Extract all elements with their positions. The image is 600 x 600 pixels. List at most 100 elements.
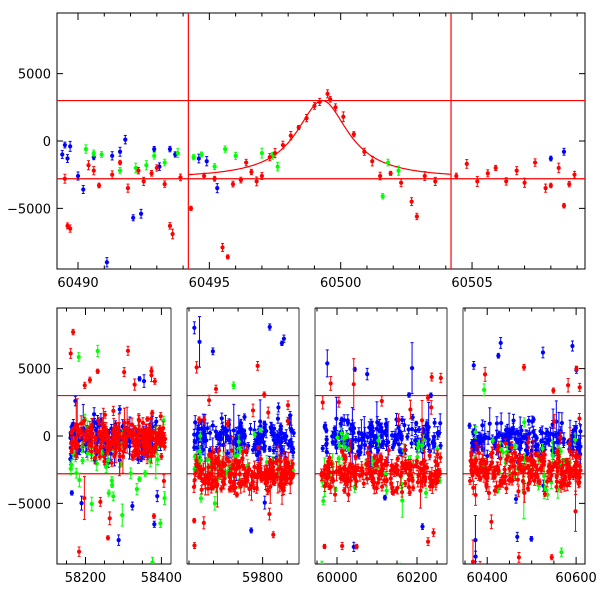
- data-point: [335, 435, 340, 440]
- data-point: [192, 445, 197, 450]
- data-point-group: [204, 156, 209, 167]
- data-point-group: [68, 224, 73, 233]
- data-point-group: [424, 419, 430, 429]
- data-point: [377, 423, 382, 428]
- data-point: [514, 168, 519, 173]
- data-point-group: [567, 180, 572, 188]
- data-point-group: [76, 352, 81, 362]
- data-point-group: [416, 439, 421, 449]
- data-point-group: [511, 413, 516, 428]
- data-point-group: [377, 427, 382, 434]
- data-point: [154, 419, 159, 424]
- data-point: [433, 179, 438, 184]
- data-point: [485, 453, 490, 459]
- data-point: [353, 437, 358, 442]
- data-point-group: [380, 193, 385, 200]
- data-point: [117, 168, 123, 173]
- x-tick-label: 60400: [467, 571, 508, 586]
- data-point-group: [545, 428, 550, 436]
- y-tick-label: 5000: [18, 363, 51, 378]
- data-point: [117, 160, 123, 165]
- data-point-group: [485, 169, 490, 178]
- data-point: [409, 366, 415, 371]
- data-point: [524, 434, 529, 439]
- data-point-group: [242, 413, 247, 421]
- data-point-group: [291, 429, 296, 437]
- data-point-group: [167, 145, 173, 153]
- data-point: [110, 172, 115, 177]
- data-point: [267, 446, 272, 452]
- data-point-group: [280, 140, 286, 150]
- data-point: [149, 171, 154, 176]
- data-point-group: [399, 430, 404, 442]
- data-point-group: [405, 433, 410, 441]
- data-point: [416, 441, 421, 447]
- data-point: [545, 429, 550, 435]
- data-point: [152, 146, 157, 152]
- data-point-group: [96, 182, 102, 189]
- data-point: [383, 471, 388, 477]
- data-point-group: [335, 431, 340, 444]
- data-point-group: [262, 428, 267, 437]
- data-point-group: [423, 487, 429, 499]
- data-point-group: [201, 433, 206, 443]
- data-point: [261, 440, 266, 445]
- data-point: [150, 560, 155, 564]
- data-point: [198, 433, 203, 438]
- data-point-group: [223, 145, 228, 153]
- data-point-group: [279, 436, 284, 448]
- data-point: [83, 146, 88, 152]
- data-point-group: [421, 434, 426, 446]
- data-point: [249, 169, 254, 175]
- data-point-group: [438, 413, 443, 434]
- x-tick-label: 60495: [189, 276, 230, 291]
- data-point: [333, 105, 338, 110]
- data-point: [342, 435, 347, 440]
- data-point-group: [324, 427, 329, 434]
- data-point-group: [244, 158, 249, 167]
- data-point-group: [230, 180, 236, 188]
- data-point-group: [388, 170, 393, 176]
- data-point-group: [369, 438, 374, 454]
- x-tick-label: 60600: [555, 571, 596, 586]
- data-point: [167, 146, 173, 152]
- data-point: [86, 163, 91, 168]
- data-point-group: [137, 376, 142, 382]
- data-point-group: [60, 150, 65, 159]
- y-tick-label: 0: [43, 135, 51, 150]
- data-point-group: [324, 435, 329, 444]
- data-point: [236, 439, 241, 444]
- data-point-group: [420, 523, 425, 530]
- data-point-group: [262, 446, 267, 453]
- data-point-group: [414, 212, 419, 221]
- data-point-group: [117, 405, 122, 414]
- data-point-group: [210, 420, 215, 431]
- data-point: [262, 500, 267, 505]
- data-point: [473, 554, 478, 559]
- data-point-group: [202, 172, 207, 180]
- data-point-group: [548, 182, 553, 189]
- data-point-group: [149, 170, 154, 177]
- data-point-group: [215, 183, 220, 194]
- data-point-group: [529, 536, 534, 542]
- data-point: [141, 179, 146, 184]
- data-point: [389, 433, 395, 438]
- data-point: [225, 451, 230, 456]
- data-point: [242, 414, 247, 420]
- data-point: [320, 446, 325, 451]
- data-point: [513, 437, 518, 442]
- data-point: [244, 160, 249, 165]
- data-point-group: [409, 342, 415, 395]
- data-point-group: [62, 141, 67, 149]
- data-point-group: [384, 486, 389, 495]
- data-point-group: [325, 89, 330, 99]
- data-point: [152, 153, 157, 158]
- data-point: [62, 142, 67, 148]
- data-point-group: [81, 184, 86, 195]
- data-point: [438, 443, 443, 448]
- data-point: [91, 168, 96, 173]
- data-point-group: [150, 556, 155, 564]
- data-point: [155, 457, 160, 462]
- data-point-group: [475, 434, 480, 442]
